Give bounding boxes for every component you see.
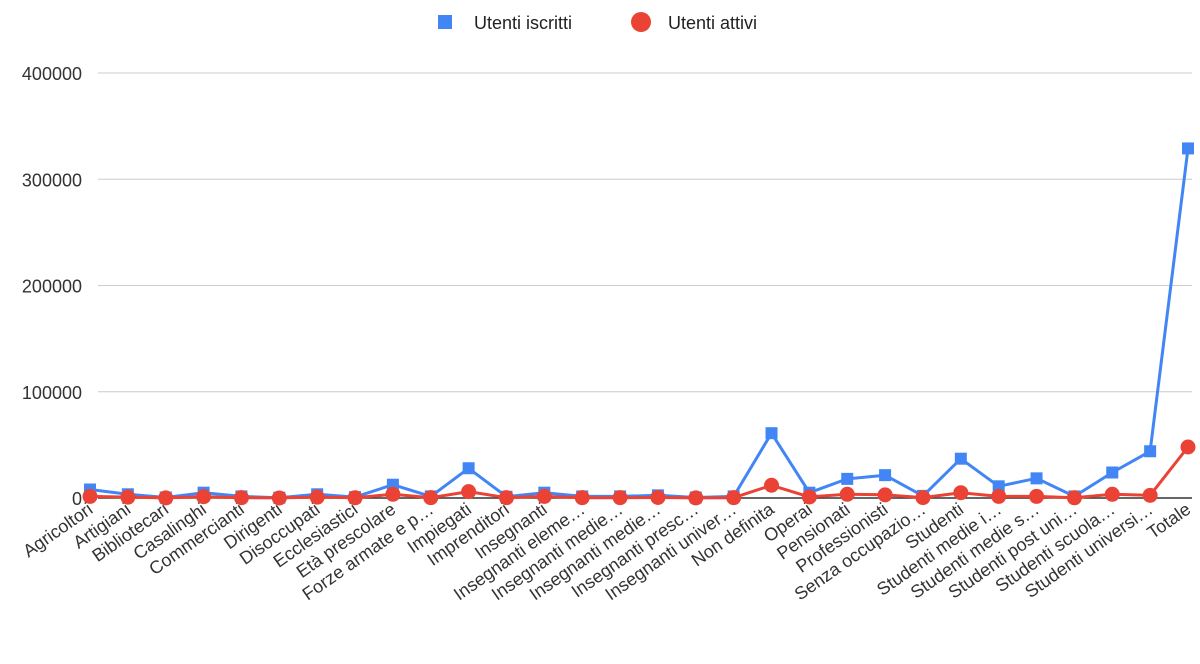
data-point bbox=[1066, 490, 1082, 506]
data-point bbox=[385, 486, 401, 502]
data-point bbox=[536, 488, 552, 504]
data-point bbox=[196, 489, 212, 505]
data-point bbox=[764, 477, 780, 493]
data-point bbox=[765, 427, 778, 440]
data-point bbox=[1029, 488, 1045, 504]
y-tick-label: 0 bbox=[72, 489, 82, 509]
data-point bbox=[271, 490, 287, 506]
legend-circle-icon bbox=[631, 12, 651, 32]
data-point bbox=[158, 490, 174, 506]
data-point bbox=[574, 490, 590, 506]
x-axis: AgricoltoriArtigianiBibliotecariCasaling… bbox=[19, 498, 1194, 604]
data-point bbox=[1030, 472, 1043, 485]
x-tick-label: Totale bbox=[1143, 499, 1194, 543]
data-point bbox=[233, 490, 249, 506]
data-point bbox=[1144, 445, 1157, 458]
data-point bbox=[953, 485, 969, 501]
data-point bbox=[462, 462, 475, 475]
data-point bbox=[915, 490, 931, 506]
data-point bbox=[991, 488, 1007, 504]
chart-grid bbox=[98, 72, 1192, 499]
data-point bbox=[954, 452, 967, 465]
data-point bbox=[347, 490, 363, 506]
data-point bbox=[841, 472, 854, 485]
chart-legend: Utenti iscritti Utenti attivi bbox=[438, 12, 757, 33]
data-point bbox=[498, 490, 514, 506]
series-utenti-attivi bbox=[82, 439, 1196, 506]
y-tick-label: 400000 bbox=[22, 64, 82, 84]
y-tick-label: 300000 bbox=[22, 170, 82, 190]
data-point bbox=[879, 469, 892, 482]
y-tick-label: 100000 bbox=[22, 383, 82, 403]
data-point bbox=[1104, 486, 1120, 502]
y-tick-label: 200000 bbox=[22, 277, 82, 297]
data-point bbox=[1182, 142, 1194, 155]
data-point bbox=[120, 489, 136, 505]
series-line bbox=[89, 446, 1190, 500]
data-point bbox=[877, 487, 893, 503]
legend-square-icon bbox=[438, 15, 452, 29]
legend-label: Utenti attivi bbox=[668, 13, 757, 33]
data-point bbox=[726, 490, 742, 506]
data-point bbox=[82, 488, 98, 504]
data-point bbox=[650, 489, 666, 505]
legend-label: Utenti iscritti bbox=[474, 13, 572, 33]
data-point bbox=[1180, 439, 1196, 455]
y-axis: 400000 300000 200000 100000 0 bbox=[22, 64, 82, 509]
data-point bbox=[461, 484, 477, 500]
series-line bbox=[89, 148, 1190, 500]
chart-series bbox=[82, 142, 1196, 506]
data-point bbox=[612, 490, 628, 506]
data-point bbox=[688, 490, 704, 506]
data-point bbox=[801, 489, 817, 505]
data-point bbox=[1106, 466, 1119, 479]
data-point bbox=[839, 486, 855, 502]
data-point bbox=[309, 489, 325, 505]
series-utenti-iscritti bbox=[84, 142, 1194, 504]
data-point bbox=[423, 490, 439, 506]
data-point bbox=[1142, 487, 1158, 503]
data-point bbox=[992, 480, 1005, 493]
